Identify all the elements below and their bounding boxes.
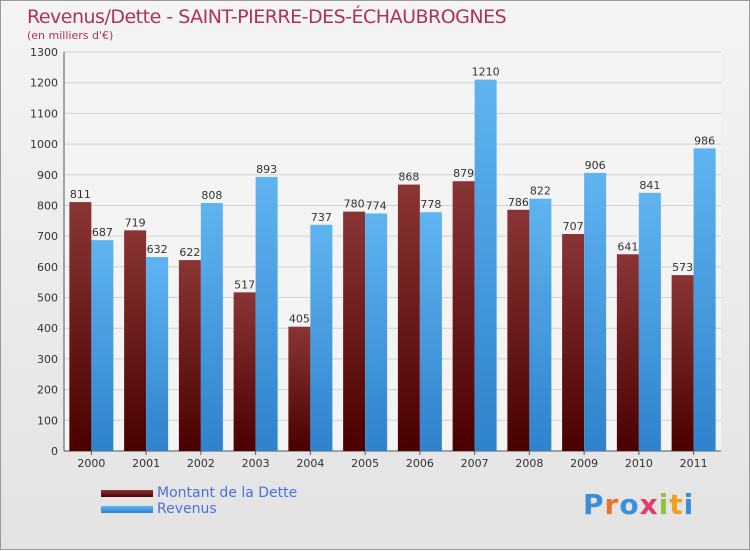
value-label-debt: 786 (508, 196, 529, 209)
value-label-debt: 868 (398, 171, 419, 184)
value-label-revenus: 893 (256, 163, 277, 176)
value-label-revenus: 906 (585, 159, 606, 172)
bar-revenus (474, 79, 497, 451)
y-tick-label: 800 (37, 199, 58, 212)
legend-item-debt: Montant de la Dette (101, 485, 297, 501)
value-label-revenus: 737 (311, 211, 332, 224)
value-label-debt: 641 (617, 240, 638, 253)
value-label-revenus: 986 (694, 134, 715, 147)
x-tick-label: 2000 (77, 457, 105, 470)
value-label-debt: 517 (234, 278, 255, 291)
bar-revenus (529, 198, 552, 451)
value-label-debt: 573 (672, 261, 693, 274)
labels-layer: 0 100 200 300 400 500 600 700 800 900 1000 1100 1200… (30, 46, 715, 470)
value-label-revenus: 841 (639, 179, 660, 192)
chart-title: Revenus/Dette - SAINT-PIERRE-DES-ÉCHAUBR… (27, 6, 507, 28)
value-label-revenus: 822 (530, 185, 551, 198)
bar-revenus (638, 192, 661, 451)
proxiti-logo: Proxiti (583, 488, 694, 521)
legend-swatch-revenus (101, 505, 153, 513)
bar-debt (562, 234, 585, 451)
x-tick-label: 2003 (242, 457, 270, 470)
logo-letter: x (639, 488, 659, 521)
bar-debt (288, 326, 311, 451)
legend-label-debt: Montant de la Dette (157, 485, 298, 501)
bar-debt (69, 202, 92, 451)
logo-letter: i (658, 488, 670, 521)
logo-letter: o (619, 488, 640, 521)
bar-revenus (200, 203, 223, 451)
y-tick-label: 500 (37, 292, 58, 305)
bar-revenus (255, 176, 278, 451)
bar-revenus (584, 172, 607, 452)
value-label-debt: 879 (453, 167, 474, 180)
legend: Montant de la Dette Revenus (101, 485, 297, 517)
value-label-revenus: 778 (420, 198, 441, 211)
y-tick-label: 1200 (30, 77, 58, 90)
plot-area (64, 52, 721, 451)
grid-layer (63, 51, 721, 455)
legend-swatch-debt (101, 489, 153, 497)
bar-revenus (419, 212, 442, 451)
bar-revenus (91, 240, 114, 451)
logo-letter: P (583, 488, 605, 521)
x-tick-label: 2006 (406, 457, 434, 470)
bar-debt (343, 211, 366, 451)
y-tick-label: 0 (51, 445, 58, 458)
value-label-debt: 811 (70, 188, 91, 201)
y-tick-label: 600 (37, 261, 58, 274)
value-label-debt: 622 (179, 246, 200, 259)
value-label-revenus: 808 (201, 189, 222, 202)
value-label-debt: 707 (563, 220, 584, 233)
x-tick-label: 2009 (570, 457, 598, 470)
value-label-revenus: 774 (366, 199, 387, 212)
bar-revenus (310, 224, 333, 451)
bar-debt (671, 275, 694, 451)
y-tick-label: 100 (37, 414, 58, 427)
legend-label-revenus: Revenus (157, 501, 217, 517)
x-tick-label: 2004 (296, 457, 324, 470)
x-tick-label: 2010 (625, 457, 653, 470)
y-tick-label: 1300 (30, 46, 58, 59)
value-label-revenus: 687 (92, 226, 113, 239)
x-tick-label: 2007 (461, 457, 489, 470)
bar-debt (178, 260, 201, 451)
value-label-revenus: 632 (147, 243, 168, 256)
x-tick-label: 2011 (680, 457, 708, 470)
bar-revenus (146, 257, 169, 451)
y-tick-label: 300 (37, 353, 58, 366)
y-tick-label: 1100 (30, 107, 58, 120)
value-label-debt: 405 (289, 313, 310, 326)
y-tick-label: 700 (37, 230, 58, 243)
bars-layer (69, 79, 716, 452)
x-tick-label: 2002 (187, 457, 215, 470)
y-tick-label: 1000 (30, 138, 58, 151)
bar-debt (507, 209, 530, 451)
logo-letter: r (604, 488, 620, 521)
x-tick-label: 2001 (132, 457, 160, 470)
y-tick-label: 900 (37, 169, 58, 182)
bar-debt (233, 292, 256, 451)
value-label-debt: 780 (344, 198, 365, 211)
bar-debt (452, 181, 475, 452)
y-tick-label: 200 (37, 384, 58, 397)
bar-debt (397, 184, 420, 452)
y-tick-label: 400 (37, 322, 58, 335)
value-label-revenus: 1210 (472, 66, 500, 79)
bar-revenus (693, 148, 716, 451)
x-tick-label: 2005 (351, 457, 379, 470)
bar-debt (124, 230, 147, 451)
value-label-debt: 719 (125, 216, 146, 229)
logo-letter: i (683, 488, 695, 521)
bar-debt (616, 254, 639, 451)
legend-item-revenus: Revenus (101, 501, 297, 517)
chart-subtitle: (en milliers d'€) (27, 29, 114, 42)
bar-revenus (365, 213, 388, 451)
logo-letter: t (669, 488, 684, 521)
x-tick-label: 2008 (515, 457, 543, 470)
